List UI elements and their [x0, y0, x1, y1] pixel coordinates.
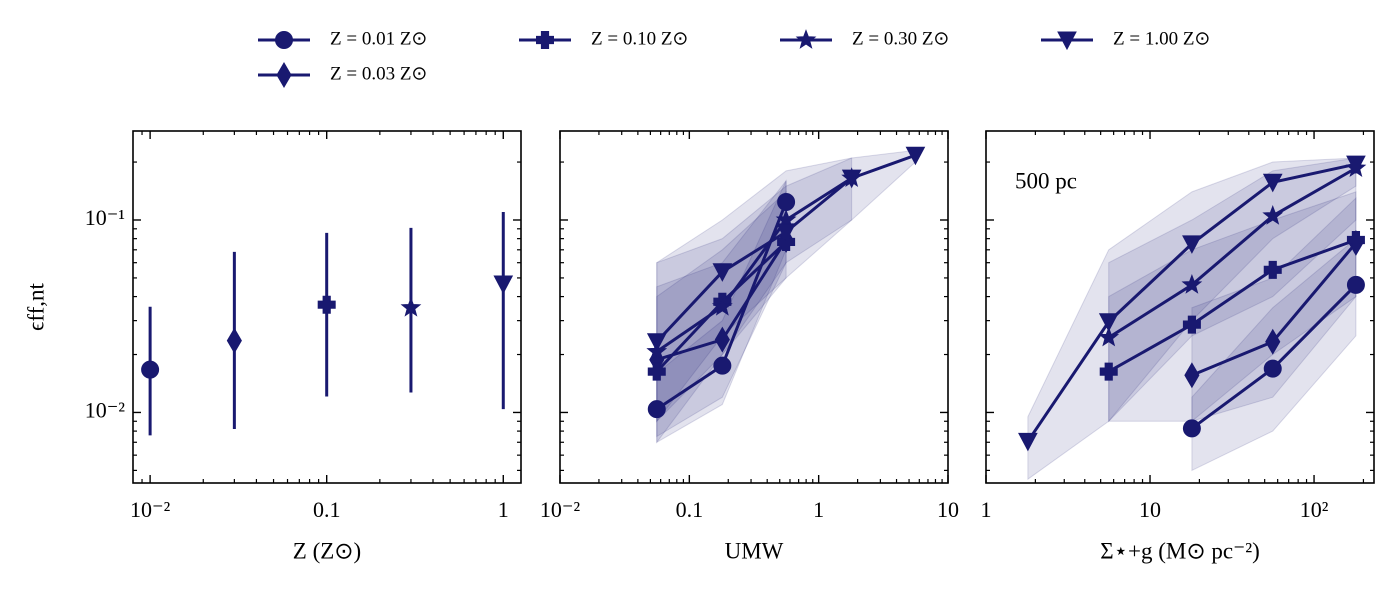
marker — [1262, 204, 1284, 225]
legend-marker — [275, 31, 293, 49]
legend-label: Z = 0.01 Z⊙ — [330, 28, 427, 49]
x-tick-label: 0.1 — [313, 497, 341, 522]
annotation: 500 pc — [1015, 168, 1077, 193]
marker — [647, 400, 666, 419]
marker — [1098, 326, 1120, 347]
plot-frame — [132, 130, 522, 484]
y-tick-label: 10⁻¹ — [85, 205, 125, 230]
series-line — [655, 176, 853, 353]
marker — [317, 295, 336, 314]
marker — [1265, 328, 1281, 355]
x-axis-label: Z (Z⊙) — [293, 538, 361, 563]
marker — [1262, 173, 1283, 193]
marker — [1263, 260, 1282, 279]
x-tick-label: 10⁻² — [540, 497, 581, 522]
legend-marker — [276, 62, 292, 88]
marker — [141, 360, 160, 379]
legend-marker — [536, 31, 554, 49]
marker — [1346, 155, 1366, 175]
marker — [1098, 313, 1119, 332]
x-tick-label: 10 — [1139, 497, 1161, 522]
y-tick-label: 10⁻² — [85, 398, 126, 423]
x-tick-label: 10² — [1300, 497, 1329, 522]
marker — [713, 356, 732, 375]
marker — [400, 296, 422, 317]
legend-marker — [795, 29, 817, 49]
marker — [1182, 235, 1202, 254]
x-axis-label: Σ⋆+g (M⊙ pc⁻²) — [1100, 538, 1260, 563]
x-tick-label: 0.1 — [676, 497, 704, 522]
marker — [1263, 359, 1282, 378]
range-band — [1108, 191, 1357, 422]
legend-label: Z = 1.00 Z⊙ — [1113, 28, 1210, 49]
marker — [841, 169, 862, 189]
marker — [226, 327, 242, 354]
marker — [647, 362, 666, 381]
marker — [1184, 362, 1200, 389]
y-axis-label: ϵff,nt — [23, 282, 48, 330]
panel: 10⁻² 0.1 1 10 UMW — [540, 130, 959, 563]
range-band — [656, 190, 787, 444]
marker — [1018, 432, 1038, 452]
marker — [1182, 419, 1201, 438]
legend-label: Z = 0.30 Z⊙ — [852, 28, 949, 49]
x-tick-label: 1 — [981, 497, 992, 522]
plot-frame — [559, 130, 949, 484]
marker — [712, 263, 733, 282]
panel: 10⁻² 0.1 1 10⁻² 10⁻¹ Z (Z⊙) — [85, 130, 522, 563]
marker — [905, 146, 926, 166]
x-axis-label: UMW — [725, 538, 784, 563]
x-tick-label: 10⁻² — [130, 497, 171, 522]
panel: 1 10 10² Σ⋆+g (M⊙ pc⁻²) 500 pc — [981, 130, 1375, 563]
marker — [711, 295, 733, 316]
x-tick-label: 1 — [813, 497, 824, 522]
marker — [1346, 275, 1365, 294]
series-line — [1107, 238, 1357, 373]
legend-label: Z = 0.03 Z⊙ — [330, 63, 427, 84]
marker — [776, 223, 796, 242]
marker — [1181, 273, 1203, 294]
plot-frame — [985, 130, 1375, 484]
x-tick-label: 10 — [937, 497, 959, 522]
marker — [493, 275, 514, 295]
marker — [1346, 231, 1365, 250]
legend-marker — [1057, 31, 1077, 51]
series-line — [1107, 166, 1357, 339]
x-tick-label: 1 — [498, 497, 509, 522]
marker — [1099, 362, 1118, 381]
marker — [777, 193, 796, 212]
marker — [646, 333, 667, 352]
marker — [714, 326, 730, 353]
marker — [1182, 315, 1201, 334]
legend-label: Z = 0.10 Z⊙ — [591, 28, 688, 49]
